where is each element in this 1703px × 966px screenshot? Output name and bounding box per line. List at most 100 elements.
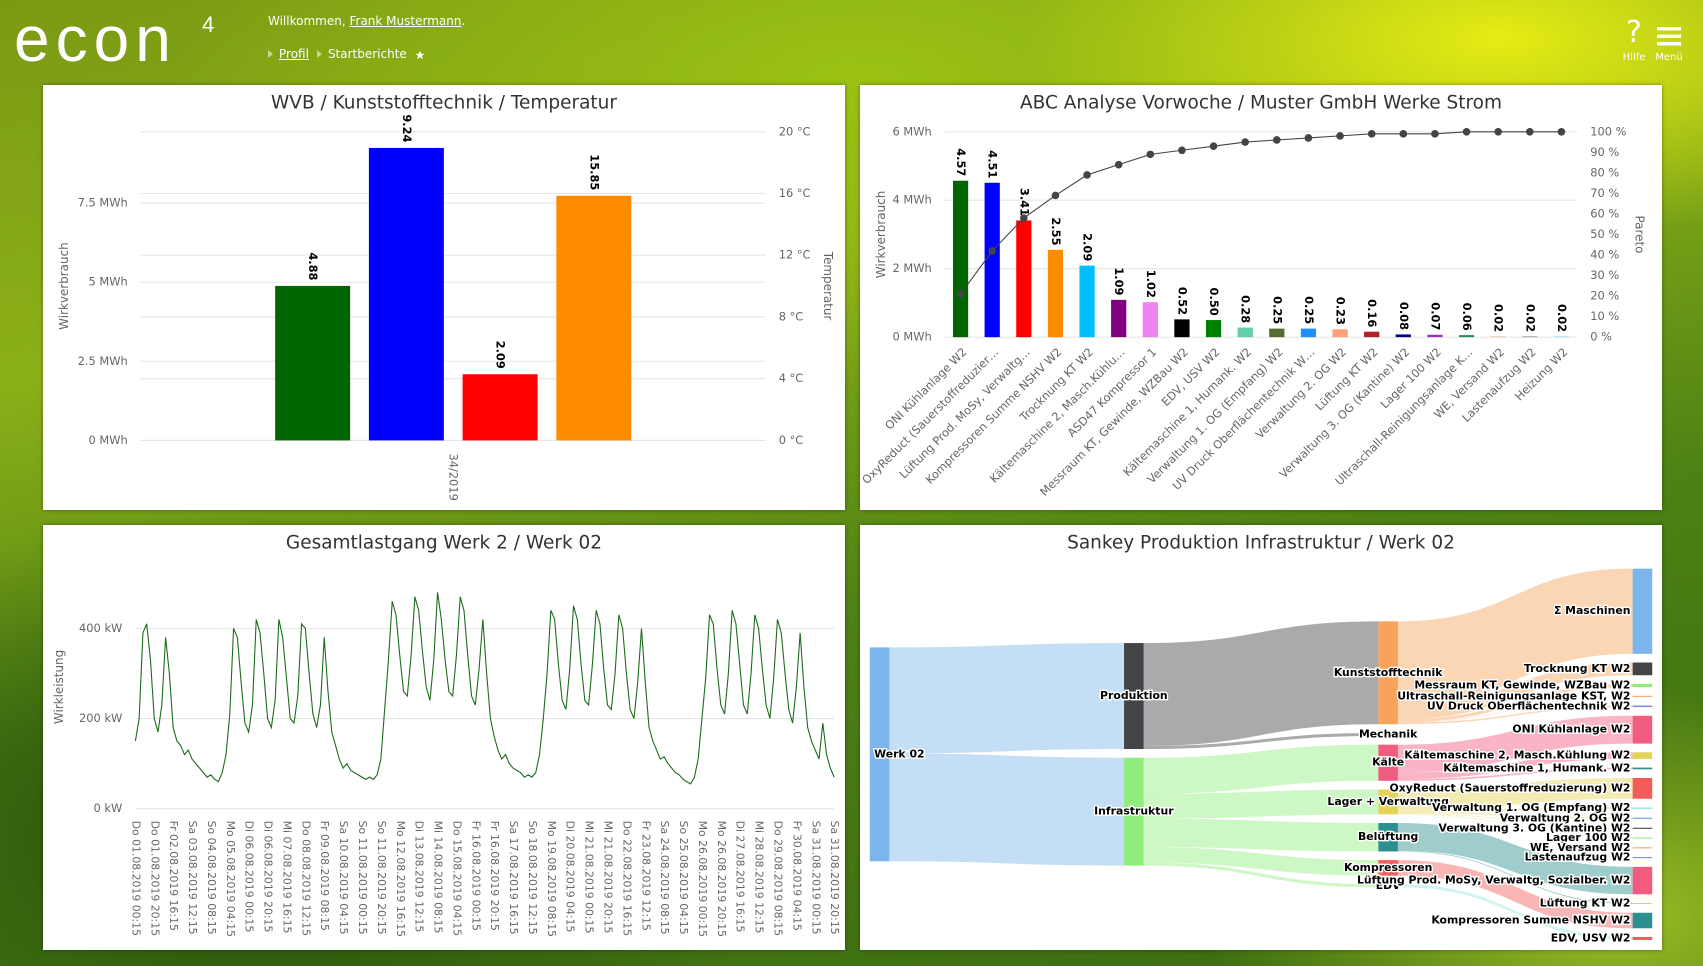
nav-item[interactable]: Profil [268, 47, 309, 61]
sankey-node [1632, 695, 1653, 697]
x-tick-label: Mi 14.08.2019 08:15 [432, 821, 445, 934]
bar [1364, 331, 1380, 338]
y-tick-label: 200 kW [79, 711, 122, 725]
sankey-label: OxyReduct (Sauerstoffreduzierung) W2 [1390, 781, 1631, 794]
menu-icon [1657, 27, 1681, 46]
x-tick-label: Do 08.08.2019 12:15 [299, 821, 312, 936]
x-tick-label: Mi 07.08.2019 16:15 [280, 821, 293, 934]
nav-item[interactable]: Startberichte [316, 47, 425, 61]
pareto-point [1020, 214, 1028, 222]
sankey-link [889, 753, 1125, 866]
bar [462, 374, 538, 441]
pareto-point [1367, 130, 1376, 138]
data-label: 0.50 [1207, 288, 1221, 316]
y2-tick-label: 100 % [1590, 124, 1626, 138]
nav-startberichte[interactable]: Startberichte [327, 47, 407, 61]
bar [1079, 265, 1095, 338]
y2-tick-label: 80 % [1590, 165, 1619, 179]
sankey-label: Kältemaschine 2, Masch.Kühlung W2 [1404, 749, 1630, 762]
nav-profil[interactable]: Profil [279, 47, 309, 61]
sankey-label: ONI Kühlanlage W2 [1512, 723, 1630, 736]
sankey-node [1632, 662, 1653, 676]
data-label: 0.52 [1175, 287, 1189, 315]
sankey-label: EDV, USV W2 [1551, 931, 1631, 944]
x-tick-label: Do 15.08.2019 04:15 [450, 821, 463, 936]
bar [1553, 336, 1570, 338]
y2-tick-label: 20 % [1590, 289, 1619, 303]
menu-button[interactable]: Menü [1649, 18, 1689, 63]
data-label: 1.09 [1112, 267, 1126, 295]
data-label: 0.06 [1460, 303, 1474, 331]
data-label: 0.07 [1428, 302, 1442, 330]
sankey-node [1632, 912, 1653, 929]
chart-title: Sankey Produktion Infrastruktur / Werk 0… [1067, 533, 1455, 554]
y-axis-title: Wirkverbrauch [57, 242, 71, 329]
y2-tick-label: 50 % [1590, 227, 1619, 241]
x-tick-label: Fr 16.08.2019 20:15 [488, 821, 501, 931]
y-tick-label: 6 MWh [892, 124, 931, 138]
pareto-line [960, 131, 1562, 295]
sankey-node [1632, 936, 1653, 941]
y-tick-label: 4 MWh [892, 193, 931, 207]
pareto-point [1431, 130, 1439, 138]
y-axis-title: Wirkverbrauch [874, 191, 888, 279]
data-label: 2.55 [1049, 217, 1063, 245]
sankey-link [1397, 705, 1633, 725]
sankey-link [1397, 813, 1633, 838]
sankey-link [1143, 621, 1379, 746]
data-label: 4.88 [306, 252, 320, 280]
sankey-label: Lager 100 W2 [1546, 831, 1631, 844]
sankey-link [1397, 860, 1633, 929]
y2-tick-label: 4 °C [779, 371, 804, 385]
sankey-node [1632, 715, 1653, 744]
sankey-node [1632, 568, 1653, 654]
data-label: 0.08 [1397, 302, 1411, 330]
y2-axis-title: Pareto [1633, 215, 1647, 253]
sankey-label: Kompressoren Summe NSHV W2 [1431, 914, 1630, 927]
sankey-link [1397, 662, 1633, 720]
sankey-node [1378, 621, 1398, 725]
x-tick-label: Mi 21.08.2019 00:15 [583, 821, 596, 934]
sankey-label: Kälte [1372, 756, 1404, 769]
sankey-link [1397, 695, 1633, 723]
x-tick-label: Mo 12.08.2019 16:15 [394, 821, 407, 937]
sankey-label: Infrastruktur [1094, 805, 1174, 818]
y-tick-label: 5 MWh [89, 275, 128, 289]
sankey-label: Ultraschall-Reinigungsanlage KST, W2 [1397, 689, 1630, 702]
chart-panel: ABC Analyse Vorwoche / Muster GmbH Werke… [860, 85, 1662, 510]
sankey-label: Verwaltung 2. OG W2 [1500, 811, 1631, 824]
x-tick-label: Fr 09.08.2019 08:15 [318, 821, 331, 931]
x-tick-label: Mi 21.08.2019 20:15 [602, 821, 615, 934]
y-tick-label: 7.5 MWh [78, 195, 128, 209]
data-label: 0.23 [1334, 297, 1348, 325]
sankey-link [1397, 823, 1633, 895]
pareto-point [1399, 130, 1408, 138]
welcome-end: . [461, 14, 466, 28]
data-label: 0.02 [1492, 304, 1506, 332]
x-tick-label: Fr 02.08.2019 16:15 [167, 821, 180, 931]
data-label: 0.28 [1239, 295, 1253, 323]
sankey-node [1632, 817, 1653, 820]
pareto-point [1525, 127, 1534, 136]
pareto-point [1557, 127, 1566, 136]
bar [1269, 328, 1285, 338]
sankey-label: UV Druck Oberflächentechnik W2 [1427, 699, 1631, 712]
sankey-node [1632, 752, 1653, 759]
sankey-link [1143, 847, 1379, 876]
sankey-label: Kunststofftechnik [1334, 666, 1443, 679]
logo[interactable]: econ [14, 3, 177, 75]
help-button[interactable]: ? Hilfe [1614, 18, 1654, 64]
x-tick-label: Sa 31.08.2019 20:15 [828, 821, 841, 935]
x-tick-label: So 18.08.2019 12:15 [526, 821, 539, 935]
x-tick-label: Di 27.08.2019 16:15 [734, 821, 747, 933]
chart-panel: Sankey Produktion Infrastruktur / Werk 0… [860, 525, 1662, 950]
star-icon[interactable] [415, 50, 425, 60]
sankey-link [1397, 715, 1633, 773]
sankey-link [1143, 789, 1379, 819]
x-tick-label: Mi 28.08.2019 12:15 [753, 821, 766, 934]
load-line [134, 592, 835, 785]
bar [1016, 220, 1032, 338]
pareto-point [1336, 132, 1344, 140]
y-tick-label: 400 kW [79, 621, 122, 635]
user-link[interactable]: Frank Mustermann [349, 14, 462, 28]
